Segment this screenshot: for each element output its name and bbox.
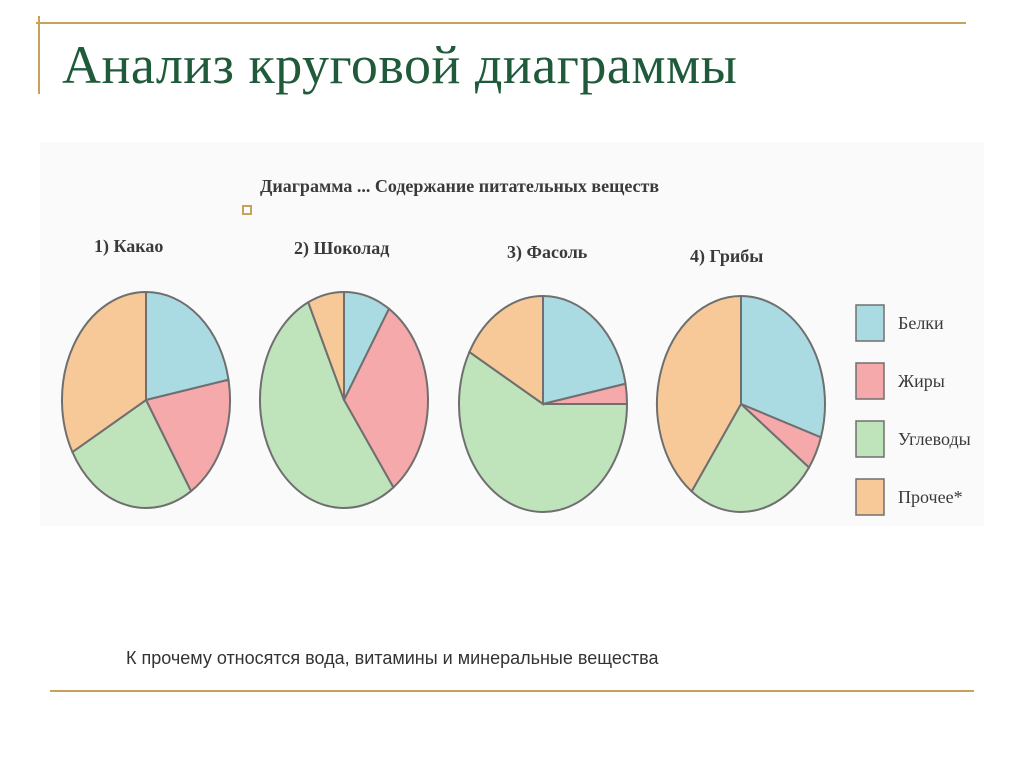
chart-figure: Диаграмма ... Содержание питательных вещ… [40, 142, 984, 526]
pie-3-slice-1 [542, 294, 627, 406]
pie-2-slice-2 [342, 307, 429, 489]
pie-1-slice-4 [61, 290, 147, 454]
legend-swatch-1 [855, 304, 885, 342]
pie-1-label: 1) Какао [94, 236, 163, 257]
legend-swatch-2 [855, 362, 885, 400]
pie-3: 3) Фасоль [458, 242, 629, 513]
pie-4: 4) Грибы [656, 246, 826, 513]
legend-swatch-3 [855, 420, 885, 458]
pie-4-slice-3 [690, 402, 811, 513]
frame-top-rule [36, 22, 966, 24]
pie-4-label: 4) Грибы [690, 246, 763, 267]
legend-label-3: Углеводы [898, 429, 971, 449]
pie-2-slice-4 [307, 290, 345, 401]
chart-caption: Диаграмма ... Содержание питательных вещ… [260, 176, 659, 196]
pies-group: 1) Какао 2) Шоколад 3) Фасоль 4) Грибы [61, 236, 826, 513]
pie-3-slice-3 [458, 350, 629, 513]
legend-swatch-4 [855, 478, 885, 516]
pie-3-slice-4 [468, 294, 544, 406]
selection-handle-icon [242, 205, 252, 215]
pie-2: 2) Шоколад [259, 238, 429, 510]
slide-title: Анализ круговой диаграммы [62, 35, 738, 95]
pie-1-slice-2 [144, 378, 231, 493]
pie-charts-svg: Диаграмма ... Содержание питательных вещ… [61, 176, 971, 516]
frame-bottom-rule [50, 690, 974, 692]
pie-1-slice-3 [71, 398, 193, 509]
legend-label-1: Белки [898, 313, 944, 333]
pie-4-slice-1 [740, 294, 826, 439]
footnote: К прочему относятся вода, витамины и мин… [126, 648, 659, 668]
pie-1: 1) Какао [61, 236, 231, 509]
frame-left-rule [38, 16, 40, 94]
legend: Белки Жиры Углеводы Прочее* [855, 304, 971, 516]
pie-2-slice-3 [259, 300, 395, 510]
legend-label-2: Жиры [898, 371, 945, 391]
pie-1-slice-1 [145, 290, 230, 402]
pie-2-label: 2) Шоколад [294, 238, 389, 259]
legend-label-4: Прочее* [898, 487, 963, 507]
pie-4-slice-4 [656, 294, 742, 493]
pie-3-label: 3) Фасоль [507, 242, 588, 263]
